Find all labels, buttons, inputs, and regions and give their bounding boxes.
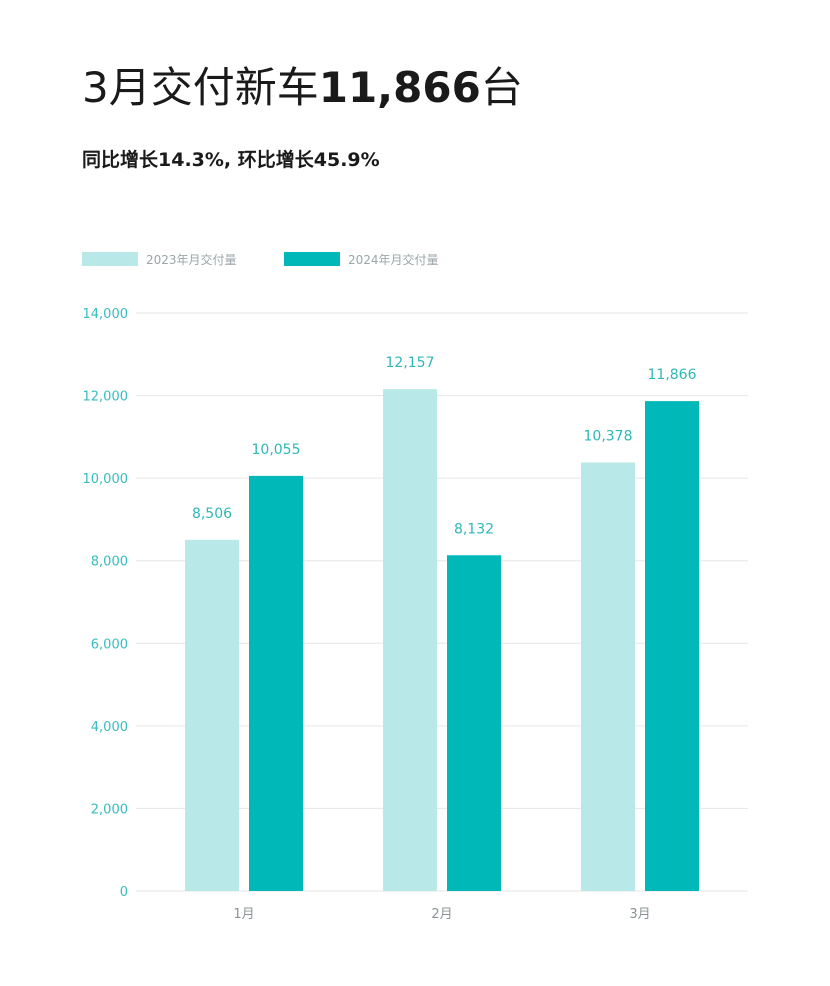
data-label: 8,132 xyxy=(454,521,494,537)
data-label: 12,157 xyxy=(386,355,435,371)
legend-label-2: 2024年月交付量 xyxy=(348,252,439,267)
x-tick-label: 2月 xyxy=(431,907,452,922)
bar-series1-3 xyxy=(581,462,635,891)
data-label: 10,055 xyxy=(252,442,301,458)
y-tick-label: 2,000 xyxy=(91,802,128,817)
legend-swatch-1 xyxy=(82,252,138,266)
bar-series2-1 xyxy=(249,475,303,891)
x-tick-label: 1月 xyxy=(233,907,254,922)
chart-data-labels: 8,506 10,055 12,157 8,132 10,378 11,866 xyxy=(192,355,697,537)
title-number: 11,866 xyxy=(318,63,481,112)
y-tick-label: 10,000 xyxy=(83,472,129,487)
bar-series2-3 xyxy=(645,401,699,891)
title-prefix: 3月交付新车 xyxy=(82,63,319,112)
chart-x-axis: 1月 2月 3月 xyxy=(233,907,650,922)
bar-series1-1 xyxy=(185,539,239,891)
page-title: 3月交付新车11,866台 xyxy=(82,58,523,118)
title-suffix: 台 xyxy=(480,63,523,112)
y-tick-label: 6,000 xyxy=(91,637,128,652)
y-tick-label: 12,000 xyxy=(83,390,129,405)
page-subtitle: 同比增长14.3%, 环比增长45.9% xyxy=(82,149,380,171)
chart-bars xyxy=(185,389,699,891)
x-tick-label: 3月 xyxy=(629,907,650,922)
y-tick-label: 14,000 xyxy=(83,307,129,322)
chart-legend: 2023年月交付量 2024年月交付量 xyxy=(82,252,439,267)
legend-swatch-2 xyxy=(284,252,340,266)
y-tick-label: 8,000 xyxy=(91,555,128,570)
y-tick-label: 0 xyxy=(120,885,128,900)
data-label: 11,866 xyxy=(648,367,697,383)
data-label: 10,378 xyxy=(584,429,633,445)
y-tick-label: 4,000 xyxy=(91,720,128,735)
legend-label-1: 2023年月交付量 xyxy=(146,252,237,267)
bar-series2-2 xyxy=(447,555,501,891)
bar-series1-2 xyxy=(383,389,437,891)
data-label: 8,506 xyxy=(192,506,232,522)
